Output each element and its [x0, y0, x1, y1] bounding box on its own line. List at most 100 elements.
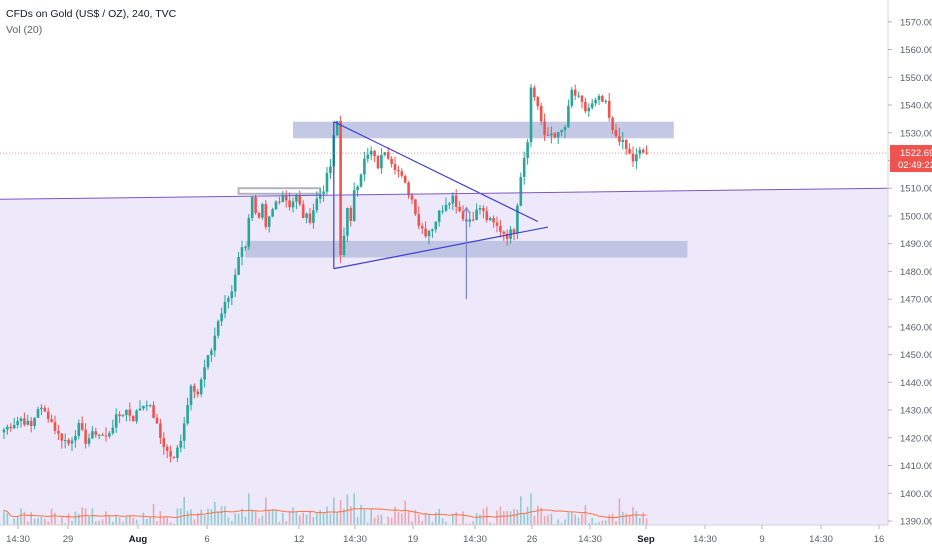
candle-body[interactable] [417, 214, 421, 227]
candle-body[interactable] [614, 130, 618, 137]
candle-body[interactable] [587, 107, 591, 112]
candle-body[interactable] [366, 154, 370, 159]
candle-body[interactable] [403, 175, 407, 183]
candle-body[interactable] [329, 166, 332, 174]
candle-body[interactable] [641, 149, 645, 153]
candle-body[interactable] [563, 127, 567, 131]
candle-body[interactable] [142, 405, 145, 409]
candle-body[interactable] [84, 429, 87, 444]
candle-body[interactable] [60, 433, 64, 441]
candle-body[interactable] [87, 438, 91, 444]
candle-body[interactable] [363, 158, 366, 175]
candle-body[interactable] [553, 133, 557, 138]
candle-body[interactable] [590, 103, 594, 108]
candle-body[interactable] [318, 194, 322, 199]
candle-body[interactable] [482, 208, 485, 212]
candle-body[interactable] [488, 217, 492, 221]
candle-body[interactable] [145, 405, 149, 407]
candle-body[interactable] [250, 197, 254, 218]
candle-body[interactable] [444, 204, 448, 211]
candle-body[interactable] [505, 233, 509, 239]
candle-body[interactable] [560, 130, 563, 133]
time-axis[interactable] [0, 525, 888, 550]
candle-body[interactable] [77, 423, 81, 437]
candle-body[interactable] [135, 410, 138, 422]
candle-body[interactable] [631, 153, 635, 162]
candle-body[interactable] [291, 201, 295, 208]
candle-body[interactable] [101, 434, 104, 436]
candle-body[interactable] [179, 440, 183, 448]
candle-body[interactable] [57, 430, 60, 434]
candle-body[interactable] [533, 87, 536, 98]
candle-body[interactable] [33, 417, 36, 426]
candle-body[interactable] [240, 247, 244, 257]
candle-body[interactable] [257, 212, 261, 218]
candle-body[interactable] [376, 156, 380, 169]
candle-body[interactable] [543, 121, 546, 135]
candle-body[interactable] [577, 95, 580, 97]
candle-body[interactable] [155, 417, 159, 424]
candle-body[interactable] [267, 216, 271, 227]
candle-body[interactable] [264, 204, 268, 227]
candle-body[interactable] [172, 456, 176, 458]
candle-body[interactable] [584, 101, 587, 112]
candle-body[interactable] [539, 106, 543, 122]
candle-body[interactable] [356, 186, 359, 191]
candle-body[interactable] [461, 211, 465, 220]
candle-body[interactable] [611, 117, 614, 131]
candle-body[interactable] [434, 221, 438, 230]
candle-body[interactable] [556, 132, 560, 138]
candle-body[interactable] [380, 154, 383, 169]
candle-body[interactable] [36, 409, 40, 418]
candle-body[interactable] [335, 120, 339, 136]
candle-body[interactable] [261, 204, 264, 218]
candle-body[interactable] [570, 89, 574, 106]
candle-body[interactable] [165, 446, 169, 451]
candle-body[interactable] [502, 231, 506, 234]
price-axis[interactable] [888, 0, 932, 550]
candle-body[interactable] [312, 210, 315, 223]
candle-body[interactable] [597, 96, 601, 100]
candle-body[interactable] [315, 198, 319, 211]
candle-body[interactable] [420, 226, 424, 229]
candle-body[interactable] [393, 163, 397, 171]
flag-box[interactable] [237, 187, 322, 195]
candle-body[interactable] [607, 100, 611, 118]
candle-body[interactable] [40, 407, 43, 410]
candle-body[interactable] [186, 404, 189, 424]
candle-body[interactable] [492, 217, 495, 223]
candle-body[interactable] [546, 134, 550, 136]
candle-body[interactable] [512, 229, 516, 234]
candle-body[interactable] [63, 440, 67, 442]
candle-body[interactable] [12, 424, 16, 429]
candle-body[interactable] [29, 420, 33, 426]
candle-body[interactable] [369, 150, 373, 155]
candle-body[interactable] [621, 139, 625, 142]
candle-body[interactable] [67, 440, 70, 444]
candle-body[interactable] [485, 211, 489, 221]
candle-body[interactable] [451, 195, 455, 204]
candle-body[interactable] [227, 298, 230, 302]
candle-body[interactable] [162, 438, 166, 447]
candle-body[interactable] [519, 176, 523, 206]
candle-body[interactable] [148, 405, 152, 407]
candle-body[interactable] [468, 219, 472, 222]
candle-body[interactable] [220, 313, 223, 322]
candle-body[interactable] [414, 199, 417, 215]
candle-body[interactable] [495, 222, 499, 226]
candle-body[interactable] [284, 195, 288, 201]
candle-body[interactable] [247, 217, 251, 247]
candle-body[interactable] [301, 204, 305, 218]
candle-body[interactable] [104, 435, 108, 437]
candle-body[interactable] [233, 274, 237, 292]
candle-body[interactable] [431, 229, 434, 232]
candle-body[interactable] [448, 203, 451, 205]
candle-body[interactable] [159, 423, 162, 439]
candle-body[interactable] [274, 201, 278, 210]
candle-body[interactable] [230, 291, 234, 299]
candle-body[interactable] [526, 142, 529, 158]
candle-body[interactable] [111, 427, 115, 434]
candle-body[interactable] [325, 173, 329, 192]
candle-body[interactable] [278, 201, 281, 203]
